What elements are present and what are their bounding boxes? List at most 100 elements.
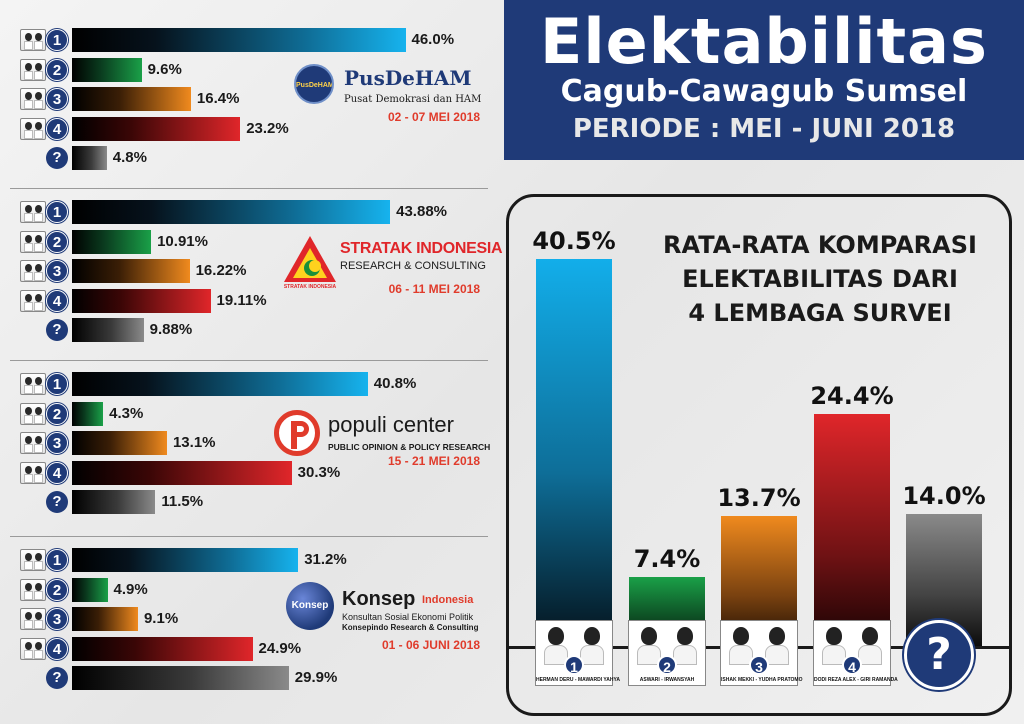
candidate-pair-photo-icon (20, 230, 46, 253)
candidate-face-icon (584, 627, 600, 645)
average-bar-value-label: 7.4% (633, 544, 701, 573)
candidate-number-badge: 3 (46, 88, 68, 110)
candidate-number-badge: 1 (46, 201, 68, 223)
survey-bar-value-label: 4.9% (113, 580, 148, 598)
survey-bar-value-label: 46.0% (411, 31, 455, 48)
average-bar-value-label: 24.4% (810, 381, 894, 410)
survey-bar (72, 577, 108, 602)
candidate-shirt-icon (858, 645, 882, 665)
survey-bar-value-label: 30.3% (297, 463, 341, 481)
konsep-globe-icon: Konsep (286, 582, 334, 630)
candidate-pair-photo-icon (20, 578, 46, 601)
candidate-number-badge: 3 (46, 608, 68, 630)
candidate-pair-photo-icon (20, 29, 46, 51)
candidate-number-badge: 3 (749, 655, 769, 675)
average-chart-title: RATA-RATA KOMPARASI ELEKTABILITAS DARI 4… (630, 228, 1010, 330)
candidate-pair-photo-icon (20, 637, 46, 660)
survey-bar-value-label: 31.2% (304, 551, 347, 568)
candidate-pair-photo-icon (20, 461, 46, 484)
question-mark-icon: ? (46, 319, 68, 341)
survey-bar (72, 146, 107, 170)
survey-logo: populi center PUBLIC OPINION & POLICY RES… (274, 406, 490, 476)
stratak-logo-tagline: RESEARCH & CONSULTING (340, 260, 486, 272)
candidate-card: 1 HERMAN DERU - MAWARDI YAHYA (535, 620, 620, 686)
survey-bar (72, 401, 104, 426)
survey-bar (72, 28, 406, 52)
candidate-pair-photo-icon (20, 402, 46, 425)
candidate-pair-photo-icon (20, 117, 46, 140)
survey-bar (72, 431, 167, 455)
candidate-face-icon (826, 627, 842, 645)
pusdeham-logo-name: PusDeHAM (344, 66, 472, 90)
candidate-shirt-icon (765, 645, 789, 665)
candidate-pair-photo-icon (20, 58, 46, 81)
populi-center-logo-name: populi center (328, 412, 454, 437)
average-bar (536, 259, 612, 648)
survey-bar (72, 666, 289, 690)
survey-bar-value-label: 43.88% (396, 203, 447, 220)
konsep-logo-tagline-2: Konsepindo Research & Consulting (342, 623, 479, 632)
survey-bar-value-label: 9.6% (147, 60, 182, 78)
candidate-number-badge: 3 (46, 260, 68, 282)
candidate-shirt-icon (544, 645, 568, 665)
average-title-line-3: 4 LEMBAGA SURVEI (688, 299, 952, 327)
candidate-number-badge: 1 (46, 373, 68, 395)
candidate-pair-photo-icon (20, 260, 46, 282)
candidate-number-badge: 2 (46, 58, 68, 81)
survey-bar-value-label: 4.3% (109, 404, 144, 422)
candidate-number-badge: 2 (46, 230, 68, 253)
candidate-number-badge: 2 (46, 402, 68, 425)
candidate-face-icon (641, 627, 657, 645)
pusdeham-emblem-icon: PusDeHAM (294, 64, 334, 104)
candidate-pair-photo-icon (20, 289, 46, 312)
survey-bar-value-label: 9.88% (149, 321, 193, 338)
candidate-pair-photo-icon (20, 432, 46, 454)
survey-bar-value-label: 13.1% (172, 434, 216, 451)
survey-bar-row: 3 16.22% (0, 257, 490, 285)
page-subtitle: Cagub-Cawagub Sumsel (560, 74, 968, 109)
page-title: Elektabilitas (540, 5, 988, 78)
survey-bar-value-label: 24.9% (258, 639, 302, 657)
candidate-number-badge: 4 (46, 637, 68, 660)
survey-date: 02 - 07 MEI 2018 (387, 110, 480, 124)
candidate-pair-photo-icon (20, 608, 46, 630)
survey-bar-row: 1 31.2% (0, 546, 490, 574)
survey-bar-value-label: 16.22% (195, 262, 247, 279)
candidate-face-icon (677, 627, 693, 645)
survey-bar-row: ? 4.8% (0, 144, 490, 172)
stratak-logo-mark: STRATAK INDONESIA (283, 284, 337, 290)
survey-bar-row: ? 11.5% (0, 488, 490, 516)
survey-bar-row: 1 46.0% (0, 26, 490, 54)
panel-separator (10, 188, 488, 189)
stratak-triangle-icon (284, 236, 336, 282)
candidate-number-badge: 2 (46, 578, 68, 601)
survey-bar-row: 3 16.4% (0, 85, 490, 113)
candidate-number-badge: 1 (46, 29, 68, 51)
survey-bar (72, 548, 299, 572)
candidate-pair-photo-icon (20, 88, 46, 110)
survey-bar-row: 2 4.3% (0, 400, 490, 428)
survey-bar-row: 2 4.9% (0, 576, 490, 604)
stratak-logo-name: STRATAK INDONESIA (340, 240, 503, 257)
undecided-question-icon: ? (904, 620, 974, 690)
survey-bar-value-label: 40.8% (373, 375, 417, 392)
survey-bar (72, 460, 292, 485)
panel-separator (10, 536, 488, 537)
survey-bar (72, 259, 190, 283)
period-label: PERIODE : MEI - JUNI 2018 (572, 114, 956, 144)
survey-bar-row: 2 9.6% (0, 56, 490, 84)
average-bar (814, 413, 890, 648)
survey-logo: PusDeHAM PusDeHAM Pusat Demokrasi dan HAM (292, 62, 484, 132)
candidate-pair-photo-icon (20, 201, 46, 223)
survey-bar-value-label: 10.91% (157, 232, 208, 250)
candidate-shirt-icon (580, 645, 604, 665)
survey-bar-value-label: 19.11% (216, 291, 267, 309)
survey-bar (72, 116, 241, 141)
candidate-face-icon (862, 627, 878, 645)
candidate-shirt-icon (673, 645, 697, 665)
candidate-shirt-icon (729, 645, 753, 665)
survey-bar (72, 372, 368, 396)
survey-bar-row: 3 9.1% (0, 605, 490, 633)
candidate-face-icon (733, 627, 749, 645)
candidate-shirt-icon (637, 645, 661, 665)
